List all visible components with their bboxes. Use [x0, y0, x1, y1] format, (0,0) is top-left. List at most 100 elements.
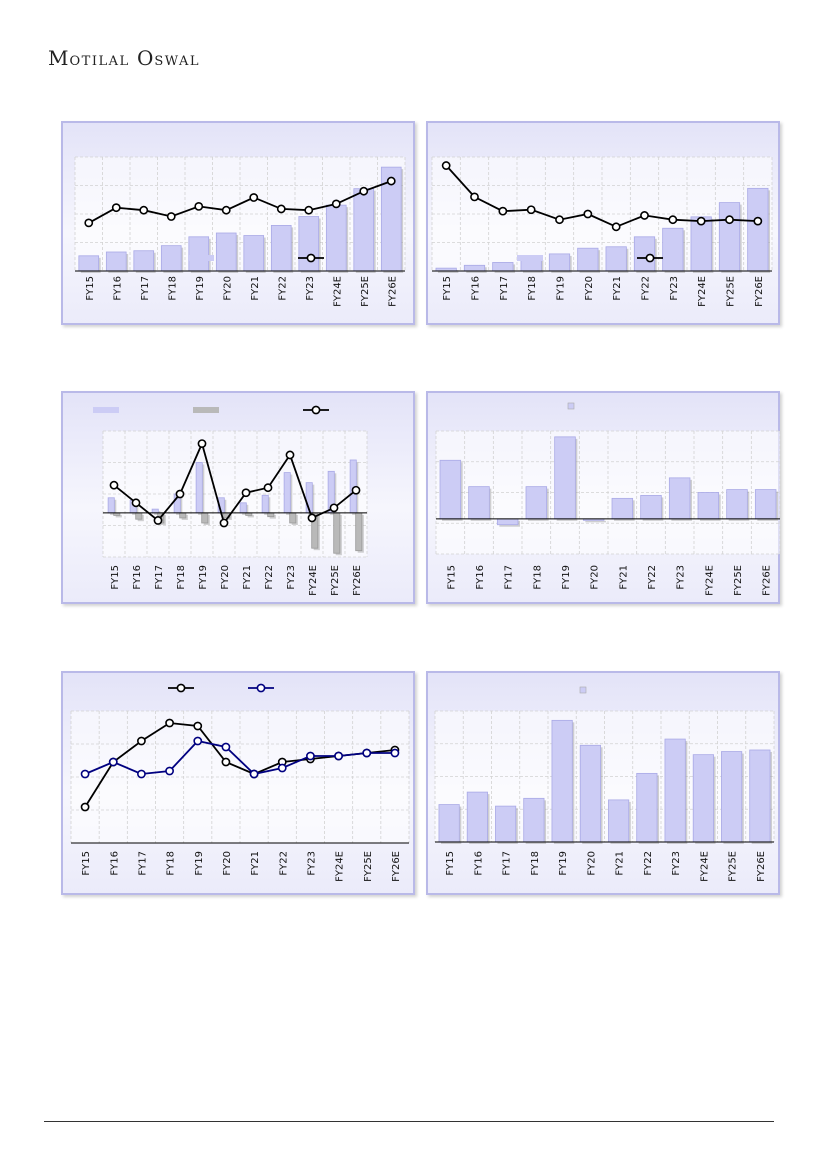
tick-label: FY21: [242, 565, 253, 590]
bar-FY19: [548, 253, 571, 272]
chart-panel-4: FY15 FY16 FY17 FY18 FY19 FY20 FY21 FY22 FY23 FY24…: [426, 391, 781, 604]
bar-FY16: [466, 791, 488, 843]
line-point-FY25E: [329, 503, 339, 513]
line-point-FY18: [166, 212, 176, 221]
tick-label: FY16: [473, 851, 484, 876]
line-point-FY16: [111, 203, 121, 213]
bar-FY20: [215, 232, 237, 272]
bar-neg-FY25E: [333, 512, 341, 554]
bar-shadow: [247, 514, 254, 518]
line-point-FY22: [276, 204, 286, 214]
tick-label: FY26E: [754, 276, 765, 307]
line-point-FY15: [84, 218, 94, 228]
legend-marker-line2: [256, 683, 266, 693]
bar-FY16: [105, 251, 127, 272]
line-point-FY18: [175, 489, 185, 499]
bar-FY21: [239, 502, 247, 514]
chart-c6-svg: FY15 FY16 FY17 FY18 FY19 FY20 FY21 FY22 FY23 FY24…: [434, 686, 775, 882]
tick-label: FY16: [109, 851, 120, 876]
line-point-FY23: [285, 450, 295, 460]
tick-label: FY19: [198, 565, 209, 590]
tick-label: FY17: [154, 565, 165, 590]
tick-label: FY15: [85, 276, 96, 301]
tick-label: FY17: [499, 276, 510, 301]
chart-c4-svg: FY15 FY16 FY17 FY18 FY19 FY20 FY21 FY22 FY23 FY24…: [435, 402, 781, 596]
tick-label: FY23: [286, 565, 297, 590]
tick-label: FY18: [532, 565, 543, 590]
bar-shadow: [585, 520, 606, 523]
tick-label: FY26E: [391, 851, 402, 882]
bar-FY21: [605, 246, 627, 272]
bar-FY20: [577, 247, 599, 272]
bar-FY17: [133, 250, 155, 272]
bar-FY17: [495, 805, 517, 843]
bar-FY26E: [754, 489, 777, 520]
bar-FY23: [668, 477, 691, 520]
line-point-FY17: [137, 736, 146, 746]
line-point-FY24E: [307, 513, 317, 523]
tick-label: FY24E: [332, 276, 343, 307]
tick-label: FY16: [132, 565, 143, 590]
tick-label: FY26E: [756, 851, 767, 882]
tick-label: FY16: [475, 565, 486, 590]
line-point-FY24E: [331, 199, 341, 209]
line2-point-FY20: [221, 742, 231, 752]
legend-marker-line: [306, 253, 316, 263]
chart-panel-6: FY15 FY16 FY17 FY18 FY19 FY20 FY21 FY22 FY23 FY24…: [426, 671, 780, 895]
bar-FY17: [496, 518, 519, 526]
chart-panel-5: FY15 FY16 FY17 FY18 FY19 FY20 FY21 FY22 FY23 FY24…: [61, 671, 415, 895]
chart-panel-3: FY15 FY16 FY17 FY18 FY19 FY20 FY21 FY22 FY23 FY24…: [61, 391, 415, 604]
line-point-FY16: [131, 498, 141, 508]
legend-marker-line: [311, 405, 321, 415]
bar-FY18: [160, 245, 182, 272]
line-point-FY23: [668, 215, 678, 225]
line2-path: [84, 740, 395, 775]
line2-point-FY19: [193, 736, 203, 746]
tick-label: FY20: [586, 851, 597, 876]
tick-label: FY19: [556, 276, 567, 301]
tick-label: FY26E: [352, 565, 363, 596]
line2-point-FY17: [137, 769, 146, 779]
bar-neg-FY23: [289, 512, 297, 524]
line-point-FY15: [441, 161, 451, 170]
line2-point-FY26E: [390, 748, 400, 758]
line-point-FY23: [304, 205, 314, 215]
bar-FY15: [78, 255, 100, 272]
line-point-FY25E: [725, 215, 734, 225]
line-point-FY20: [221, 757, 231, 767]
bar-FY19: [551, 719, 573, 843]
bar-FY20: [579, 744, 601, 843]
line2-point-FY18: [165, 766, 174, 776]
bar-FY22: [261, 494, 269, 514]
line-point-FY21: [249, 193, 259, 202]
bar-FY19: [195, 462, 203, 514]
legend-swatch-bar: [567, 402, 575, 410]
tick-label: FY25E: [363, 851, 374, 882]
tick-label: FY17: [502, 851, 513, 876]
legend-swatch-bar: [188, 255, 214, 261]
bar-FY24E: [692, 754, 714, 843]
legend-swatch-bar_neg: [193, 407, 219, 413]
tick-label: FY24E: [699, 851, 710, 882]
tick-label: FY24E: [697, 276, 708, 307]
line-point-FY19: [555, 215, 564, 225]
tick-label: FY25E: [728, 851, 739, 882]
legend-swatch-bar: [579, 686, 587, 694]
bar-FY25E: [718, 202, 741, 272]
bar-FY23: [283, 472, 291, 514]
tick-label: FY25E: [733, 565, 744, 596]
tick-label: FY26E: [387, 276, 398, 307]
chart-panel-1: FY15 FY16 FY17 FY18 FY19 FY20 FY21 FY22 FY23 FY24…: [61, 121, 415, 325]
line-point-FY16: [470, 192, 479, 202]
bar-FY25E: [726, 489, 748, 520]
bar-shadow: [115, 514, 122, 518]
tick-label: FY22: [264, 565, 275, 590]
tick-label: FY23: [676, 565, 687, 590]
tick-label: FY22: [277, 276, 288, 301]
line-point-FY19: [197, 439, 207, 448]
tick-label: FY23: [669, 276, 680, 301]
tick-label: FY18: [530, 851, 541, 876]
line-point-FY17: [498, 206, 508, 216]
tick-label: FY21: [250, 851, 261, 876]
chart-c3-svg: FY15 FY16 FY17 FY18 FY19 FY20 FY21 FY22 FY23 FY24…: [93, 405, 368, 596]
